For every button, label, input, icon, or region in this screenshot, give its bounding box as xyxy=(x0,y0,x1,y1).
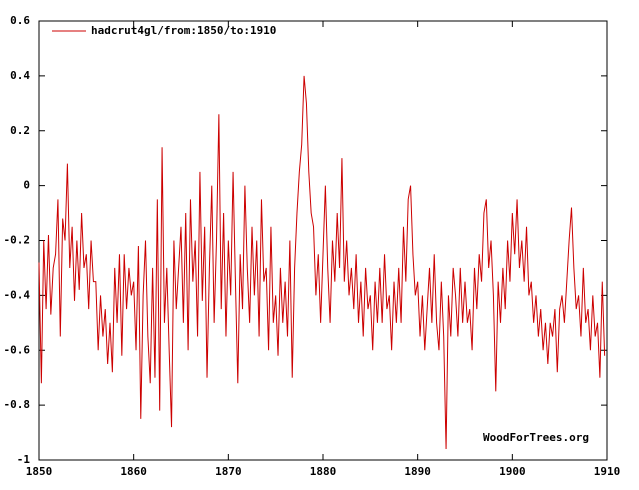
x-tick-label: 1900 xyxy=(499,465,526,478)
x-tick-label: 1910 xyxy=(594,465,621,478)
watermark: WoodForTrees.org xyxy=(483,431,589,444)
x-tick-label: 1880 xyxy=(310,465,337,478)
y-tick-label: 0.4 xyxy=(10,69,30,82)
y-tick-label: 0.6 xyxy=(10,14,30,27)
data-line xyxy=(38,75,606,450)
y-tick-label: -0.6 xyxy=(4,343,31,356)
y-tick-label: 0 xyxy=(23,179,30,192)
y-tick-label: 0.2 xyxy=(10,124,30,137)
x-tick-label: 1870 xyxy=(215,465,242,478)
x-tick-label: 1890 xyxy=(404,465,431,478)
y-tick-label: -0.2 xyxy=(4,234,31,247)
legend-label: hadcrut4gl/from:1850/to:1910 xyxy=(91,24,276,37)
x-tick-label: 1860 xyxy=(120,465,147,478)
x-tick-label: 1850 xyxy=(26,465,53,478)
y-tick-label: -0.8 xyxy=(4,398,31,411)
y-tick-label: -1 xyxy=(17,453,31,466)
y-tick-label: -0.4 xyxy=(4,288,31,301)
